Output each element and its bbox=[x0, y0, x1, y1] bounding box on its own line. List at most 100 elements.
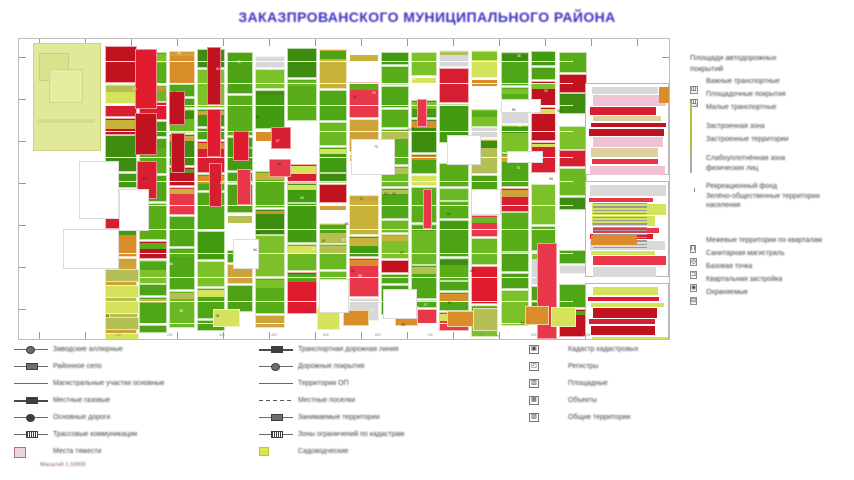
legend-item[interactable]: Районное село bbox=[14, 361, 165, 372]
map-parcel bbox=[140, 298, 166, 304]
legend-item-label: Места тяжести bbox=[53, 448, 102, 455]
legend-item[interactable]: Местные поселки bbox=[259, 395, 404, 406]
legend-item[interactable]: Слабоуплотнённая зона физических лиц bbox=[690, 154, 850, 173]
map-parcel bbox=[79, 161, 119, 219]
legend-item[interactable]: Магистральные участки основные bbox=[14, 378, 165, 389]
legend-item[interactable]: ⊟ Охраняемые bbox=[690, 288, 850, 305]
legend-symbol bbox=[14, 396, 48, 405]
legend-item[interactable]: Дорожные покрытия bbox=[259, 361, 404, 372]
map-canvas[interactable]: 96 34 71 13 84 80 60 24 69 28 30 57 66 48 38 10 86 54 94 59… bbox=[19, 39, 669, 339]
map-parcel bbox=[207, 47, 221, 105]
map-edge-tick bbox=[453, 332, 454, 339]
symbol-box-icon: ◎ bbox=[690, 257, 698, 266]
map-scale-label: 700 bbox=[427, 333, 433, 337]
map-edge-tick bbox=[361, 39, 362, 46]
legend-item[interactable]: ◎ Санитарная магистраль bbox=[690, 249, 850, 266]
legend-item[interactable]: Заводские аллюрные bbox=[14, 344, 165, 355]
map-parcel bbox=[472, 216, 498, 224]
legend-item-label: Площадные bbox=[568, 380, 608, 387]
map-parcel bbox=[106, 231, 136, 235]
legend-item[interactable]: Садоводческие bbox=[259, 446, 404, 457]
legend-item[interactable]: Застроенная зона bbox=[690, 122, 850, 141]
legend-item-label: Магистральные участки основные bbox=[53, 380, 165, 387]
legend-item[interactable]: Застроенные территории bbox=[690, 135, 850, 154]
map-parcel-number: 14 bbox=[256, 231, 261, 236]
legend-item[interactable]: Рекреационный фонд Зелёно-общественные т… bbox=[690, 182, 850, 211]
legend-item-label: Рекреационный фонд Зелёно-общественные т… bbox=[706, 183, 820, 209]
map-parcel-number: 85 bbox=[358, 274, 363, 279]
legend-symbol bbox=[259, 345, 293, 354]
map-parcel-number: 38 bbox=[516, 54, 521, 59]
legend-item[interactable]: Транспортная дорожная линия bbox=[259, 344, 404, 355]
map-parcel bbox=[227, 285, 253, 313]
legend-symbol: ◉ bbox=[690, 276, 701, 292]
legend-item[interactable]: П Межевые территории по кварталам bbox=[690, 236, 850, 253]
map-parcel bbox=[532, 108, 556, 114]
legend-item[interactable]: Щ Площадочные покрытия bbox=[690, 90, 850, 107]
map-parcel bbox=[197, 260, 225, 287]
map-parcel-number: 87 bbox=[275, 138, 280, 143]
map-parcel bbox=[139, 324, 167, 333]
legend-column: Транспортная дорожная линия Дорожные покр… bbox=[259, 344, 404, 463]
map-parcel bbox=[592, 137, 663, 148]
map-parcel bbox=[195, 43, 197, 335]
map-parcel bbox=[135, 49, 157, 109]
map-parcel bbox=[411, 174, 437, 187]
map-parcel bbox=[255, 314, 285, 328]
legend-symbol bbox=[690, 103, 701, 122]
legend-item[interactable]: ◰ Регистры bbox=[529, 361, 638, 372]
map-parcel bbox=[591, 203, 667, 216]
map-parcel bbox=[288, 50, 316, 56]
map-parcel bbox=[103, 277, 573, 279]
map-parcel-number: 80 bbox=[216, 66, 220, 71]
map-parcel bbox=[106, 86, 136, 92]
map-scale-label: 500 bbox=[323, 333, 329, 337]
map-parcel-number: 69 bbox=[143, 177, 147, 182]
legend-item[interactable]: ▣ Кадастр кадастровых bbox=[529, 344, 638, 355]
map-parcel-number: 68 bbox=[350, 268, 355, 273]
legend-symbol bbox=[690, 135, 701, 154]
legend-item[interactable]: ⊐ Базовая точка bbox=[690, 262, 850, 279]
map-parcel bbox=[591, 87, 659, 94]
map-parcel bbox=[383, 289, 417, 319]
legend-symbol bbox=[14, 362, 48, 371]
map-parcel bbox=[105, 45, 137, 84]
map-parcel bbox=[228, 215, 252, 223]
symbol-box-icon: ⊐ bbox=[690, 270, 698, 279]
legend-item[interactable]: Ш Важные транспортные bbox=[690, 77, 850, 94]
map-parcel-number: 16 bbox=[321, 239, 326, 244]
map-parcel bbox=[351, 139, 395, 175]
legend-item[interactable]: Трассовые коммуникации bbox=[14, 429, 165, 440]
legend-item[interactable]: ▦ Объекты bbox=[529, 395, 638, 406]
legend-item[interactable]: Зоны ограничений по кадастрам bbox=[259, 429, 404, 440]
map-parcel bbox=[592, 287, 658, 296]
map-parcel-number: 10 bbox=[132, 87, 137, 92]
map-parcel bbox=[287, 79, 317, 122]
map-parcel bbox=[589, 318, 656, 325]
hatched-chip-symbol bbox=[271, 431, 283, 438]
map-edge-tick bbox=[223, 332, 224, 339]
map-parcel bbox=[256, 91, 284, 96]
legend-item[interactable]: ▥ Площадные bbox=[529, 378, 638, 389]
map-parcel bbox=[593, 230, 647, 232]
map-parcel bbox=[659, 87, 669, 103]
legend-item[interactable]: Места тяжести bbox=[14, 446, 165, 458]
legend-item[interactable]: Основные дороги bbox=[14, 412, 165, 423]
line-symbol bbox=[14, 383, 48, 384]
legend-item-label: Базовая точка bbox=[706, 262, 753, 270]
map-parcel bbox=[63, 229, 119, 269]
legend-item[interactable]: Местные газовые bbox=[14, 395, 165, 406]
map-parcel bbox=[559, 284, 587, 308]
legend-item[interactable]: ◉ Квартальная застройка bbox=[690, 275, 850, 292]
legend-item[interactable]: Малые транспортные bbox=[690, 103, 850, 122]
map-parcel bbox=[228, 96, 252, 106]
legend-symbol bbox=[259, 447, 293, 456]
map-parcel bbox=[320, 246, 346, 253]
map-parcel-number: 95 bbox=[511, 107, 516, 112]
legend-item-label: Местные газовые bbox=[53, 397, 111, 404]
legend-item[interactable]: ▨ Общие территории bbox=[529, 412, 638, 423]
legend-item[interactable]: Занимаемые территории bbox=[259, 412, 404, 423]
round-chip-symbol bbox=[26, 414, 35, 422]
legend-item[interactable]: Территории ОП bbox=[259, 378, 404, 389]
map-frame[interactable]: 96 34 71 13 84 80 60 24 69 28 30 57 66 48 38 10 86 54 94 59… bbox=[18, 38, 670, 340]
